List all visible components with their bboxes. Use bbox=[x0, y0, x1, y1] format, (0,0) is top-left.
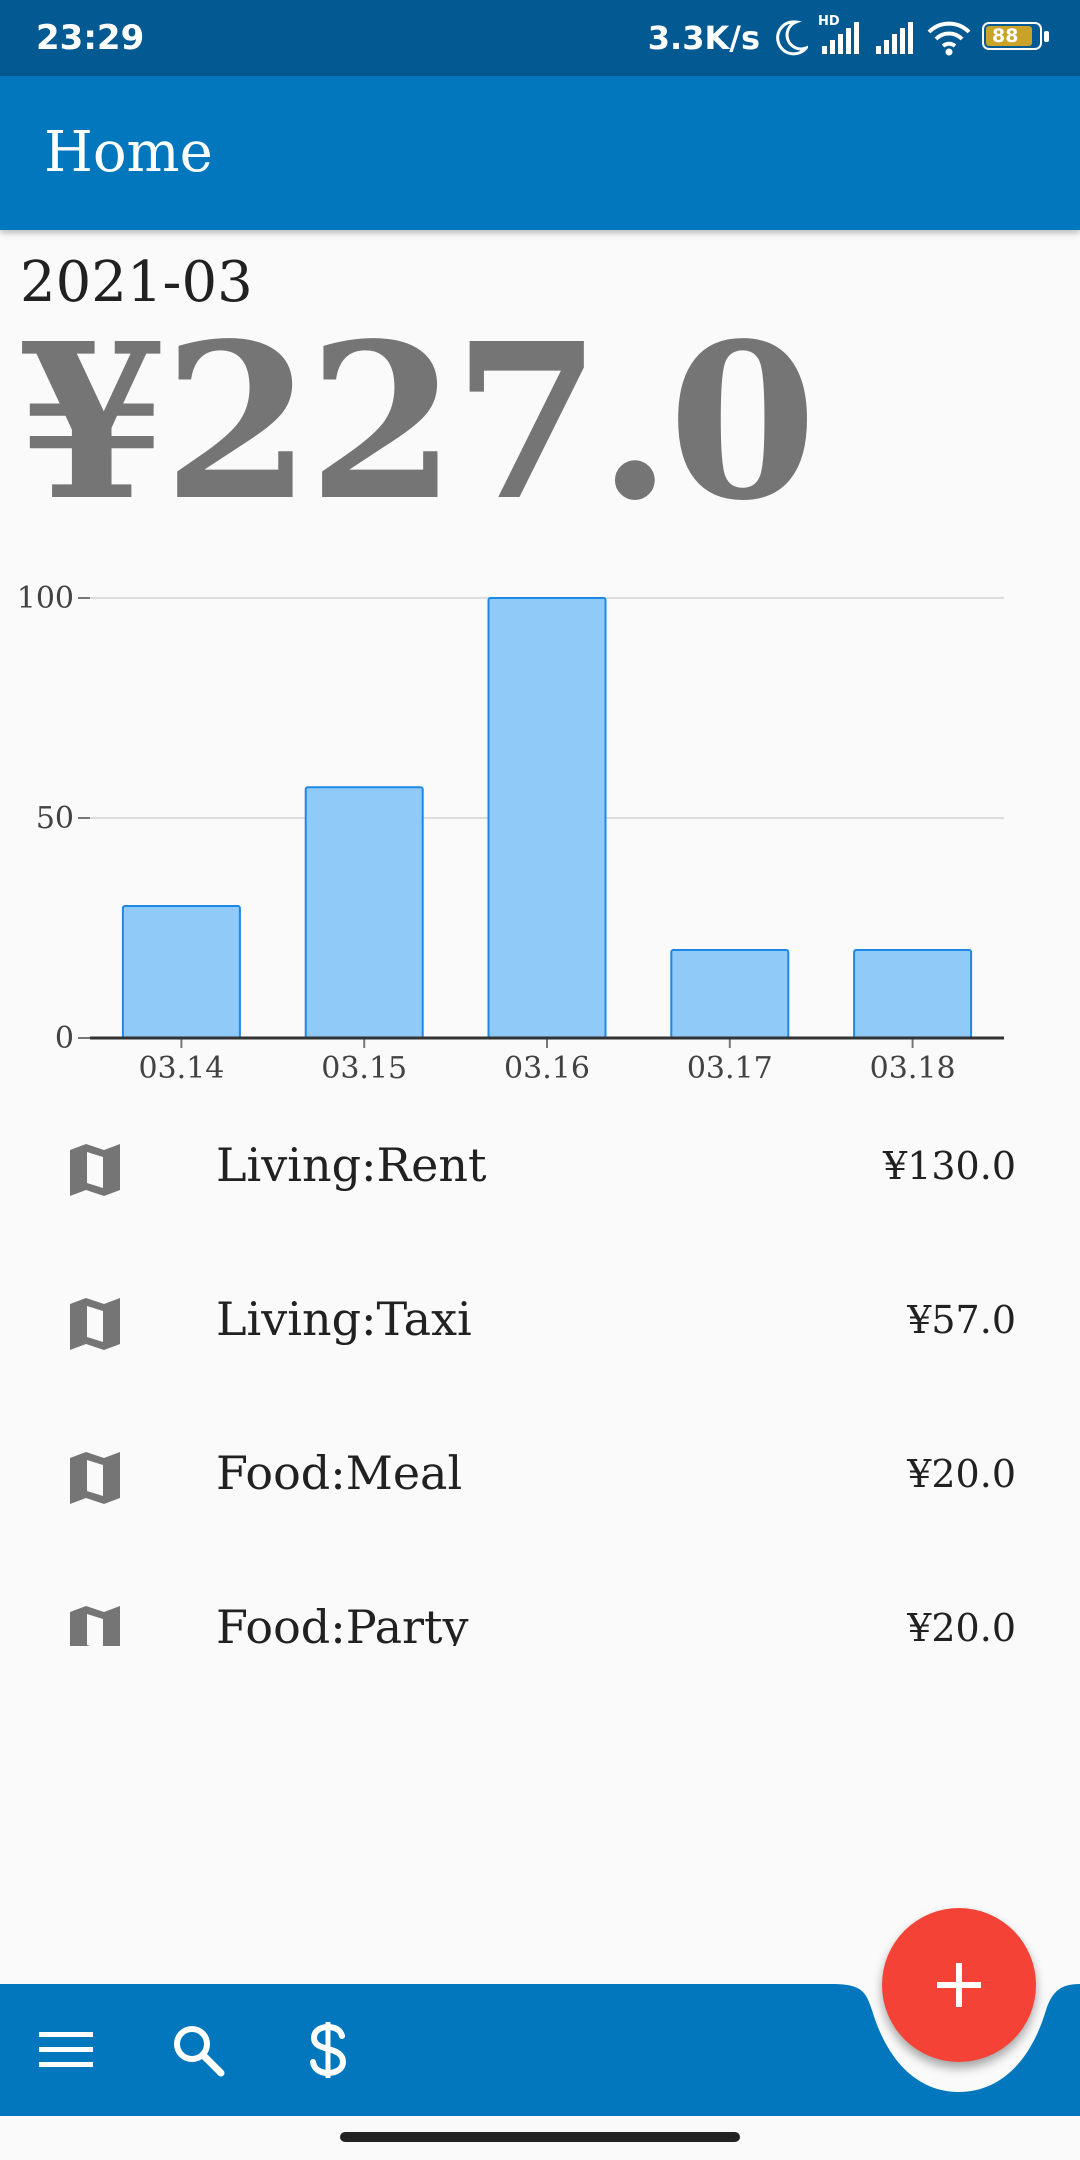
currency-button[interactable] bbox=[296, 2018, 360, 2082]
dollar-icon bbox=[310, 2022, 347, 2078]
net-speed: 3.3K/s bbox=[647, 19, 760, 57]
menu-button[interactable] bbox=[34, 2018, 98, 2082]
expense-list: Living:Rent ¥130.0 Living:Taxi ¥57.0 Food:Me… bbox=[0, 1092, 1080, 1646]
battery-level: 88 bbox=[992, 25, 1019, 47]
expense-amount: ¥57.0 bbox=[907, 1298, 1016, 1342]
expense-row[interactable]: Living:Rent ¥130.0 bbox=[0, 1092, 1080, 1246]
expense-row[interactable]: Food:Party ¥20.0 bbox=[0, 1554, 1080, 1646]
menu-icon bbox=[39, 2032, 93, 2067]
hd-badge: HD bbox=[818, 14, 840, 29]
status-time: 23:29 bbox=[36, 18, 145, 58]
gesture-bar bbox=[340, 2132, 740, 2142]
search-button[interactable] bbox=[166, 2018, 230, 2082]
y-tick-label: 50 bbox=[36, 801, 74, 836]
status-icons: 3.3K/s HD 88 bbox=[648, 14, 1052, 62]
battery-icon: 88 bbox=[982, 22, 1052, 54]
x-tick-label: 03.14 bbox=[138, 1051, 224, 1086]
search-icon bbox=[174, 2026, 225, 2077]
signal-icon bbox=[876, 22, 913, 54]
x-tick-label: 03.18 bbox=[870, 1051, 956, 1086]
expense-category: Food:Party bbox=[216, 1600, 469, 1646]
bar-03.16[interactable] bbox=[487, 597, 607, 1039]
x-tick-label: 03.15 bbox=[321, 1051, 407, 1086]
total-amount: ¥227.0 bbox=[18, 297, 817, 548]
expense-category: Living:Taxi bbox=[216, 1292, 472, 1346]
expense-category: Living:Rent bbox=[216, 1138, 487, 1192]
map-icon bbox=[70, 1452, 120, 1504]
expense-row[interactable]: Food:Meal ¥20.0 bbox=[0, 1400, 1080, 1554]
bar-03.18[interactable] bbox=[853, 949, 973, 1039]
add-expense-button[interactable] bbox=[882, 1908, 1036, 2062]
wifi-icon bbox=[927, 21, 971, 56]
page-title: Home bbox=[44, 120, 213, 185]
status-bar: 23:29 3.3K/s HD 88 bbox=[0, 0, 1080, 76]
app-bar: Home bbox=[0, 76, 1080, 230]
expense-amount: ¥130.0 bbox=[883, 1144, 1016, 1188]
signal-icon: HD bbox=[818, 14, 862, 58]
y-tick-label: 0 bbox=[55, 1021, 74, 1056]
month-label[interactable]: 2021-03 bbox=[20, 250, 253, 315]
bottom-app-bar bbox=[0, 1984, 1080, 2116]
y-tick-label: 100 bbox=[17, 581, 74, 616]
expense-amount: ¥20.0 bbox=[907, 1452, 1016, 1496]
map-icon bbox=[70, 1606, 120, 1646]
x-tick-label: 03.16 bbox=[504, 1051, 590, 1086]
daily-spending-chart: 0 50 100 03.14 03.15 03.16 03.17 03.18 bbox=[17, 581, 1004, 1086]
bar-03.15[interactable] bbox=[304, 786, 424, 1039]
expense-amount: ¥20.0 bbox=[907, 1606, 1016, 1646]
plus-icon bbox=[937, 1963, 981, 2007]
expense-row[interactable]: Living:Taxi ¥57.0 bbox=[0, 1246, 1080, 1400]
expense-category: Food:Meal bbox=[216, 1446, 463, 1500]
x-tick-label: 03.17 bbox=[687, 1051, 773, 1086]
bar-03.17[interactable] bbox=[670, 949, 790, 1039]
moon-icon bbox=[776, 20, 808, 56]
map-icon bbox=[70, 1144, 120, 1196]
map-icon bbox=[70, 1298, 120, 1350]
bar-03.14[interactable] bbox=[121, 905, 241, 1039]
